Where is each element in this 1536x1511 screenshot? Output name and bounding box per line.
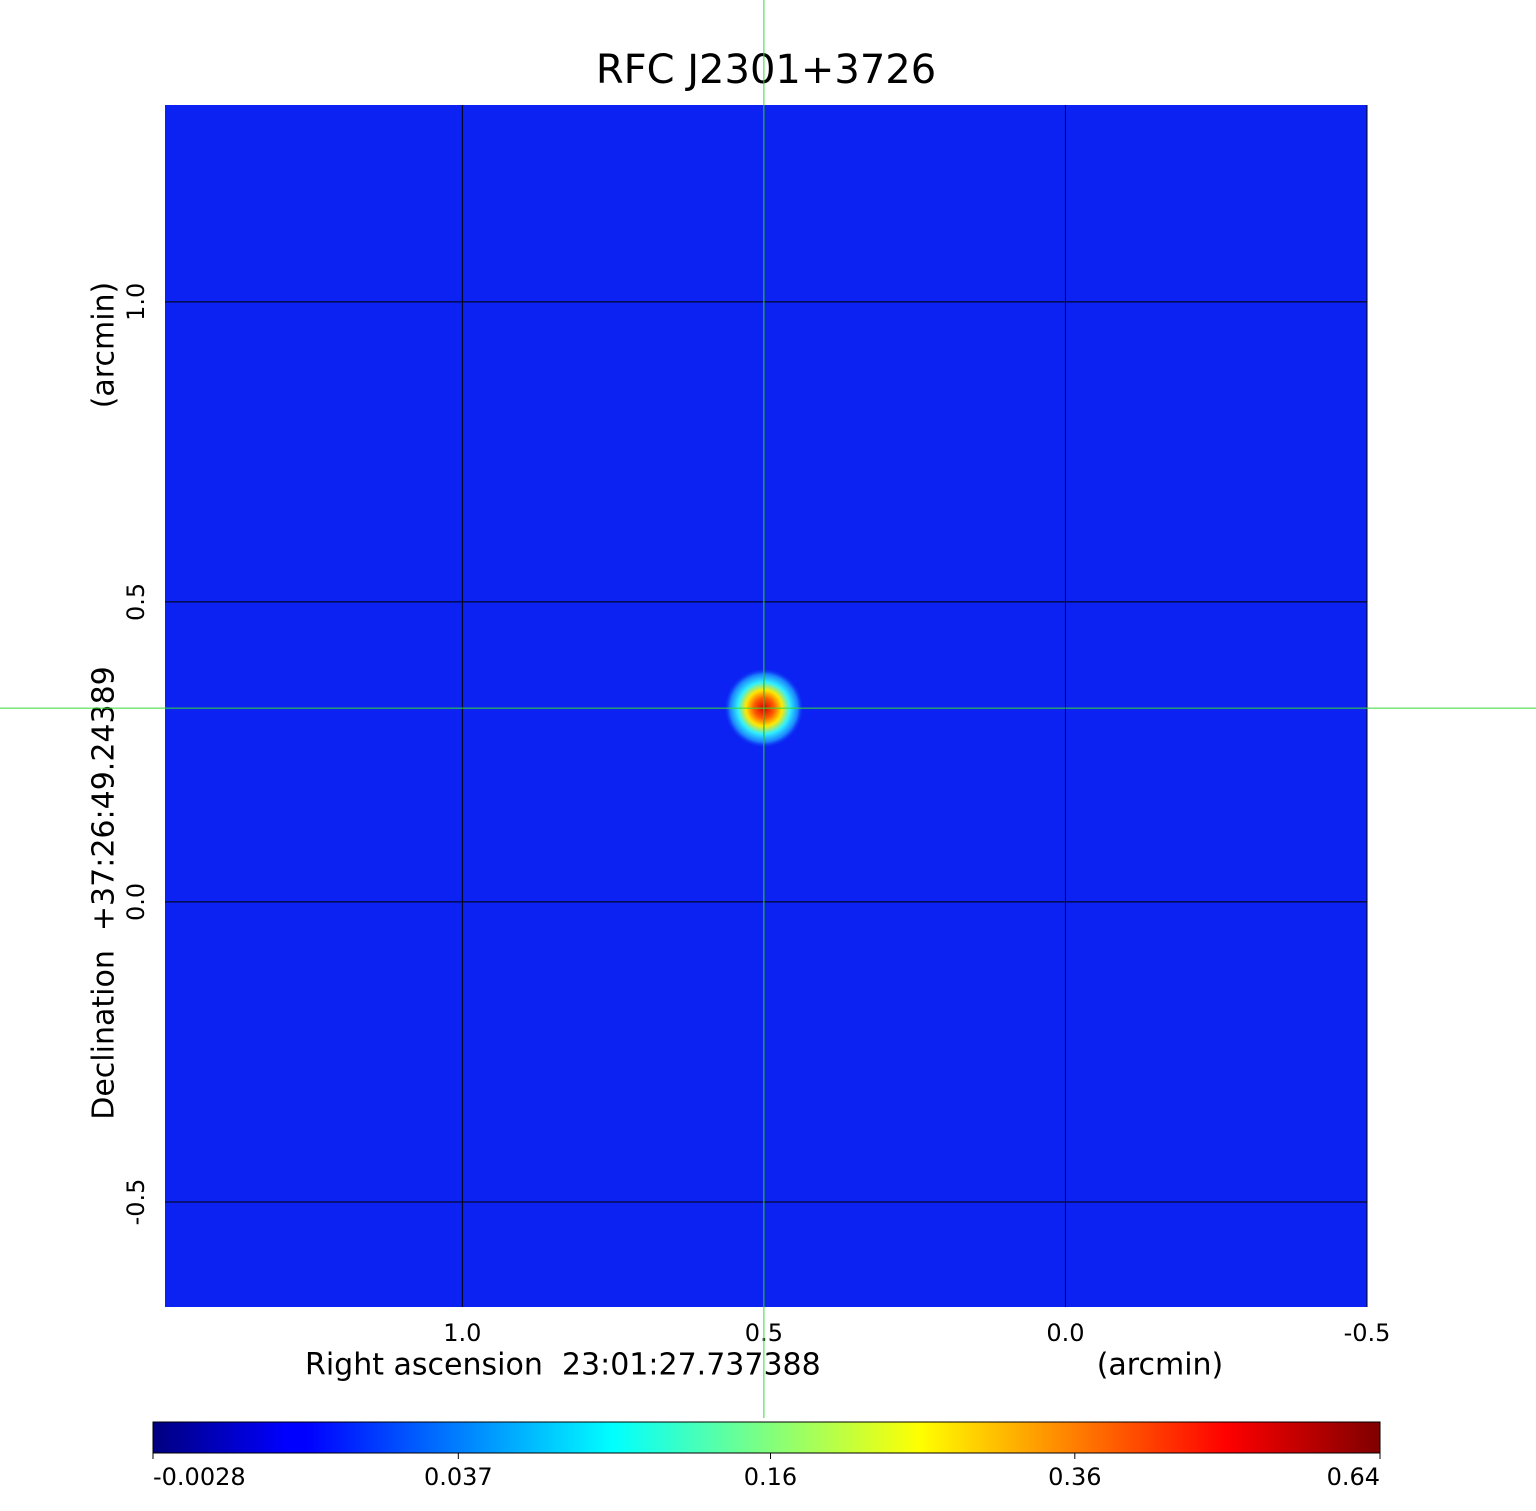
colorbar-tick-label: 0.16 <box>744 1463 797 1491</box>
y-tick-label: 0.5 <box>122 583 150 621</box>
x-tick-label: 0.0 <box>1046 1319 1084 1347</box>
y-axis-label: Declination +37:26:49.24389 <box>87 666 122 1120</box>
x-axis-label: Right ascension 23:01:27.737388 <box>305 1348 821 1383</box>
y-tick-label: 1.0 <box>122 283 150 321</box>
colorbar-tick-label: 0.36 <box>1048 1463 1101 1491</box>
colorbar-tick-label: -0.0028 <box>153 1463 246 1491</box>
x-tick-label: -0.5 <box>1344 1319 1391 1347</box>
colorbar-tick-label: 0.64 <box>1327 1463 1380 1491</box>
y-tick-label: -0.5 <box>122 1179 150 1226</box>
y-tick-label: 0.0 <box>122 883 150 921</box>
colorbar <box>152 1421 1381 1454</box>
colorbar-tick-label: 0.037 <box>424 1463 493 1491</box>
chart-title: RFC J2301+3726 <box>596 47 936 93</box>
x-axis-unit: (arcmin) <box>1097 1348 1224 1383</box>
y-axis-unit: (arcmin) <box>87 282 122 409</box>
x-tick-label: 1.0 <box>443 1319 481 1347</box>
